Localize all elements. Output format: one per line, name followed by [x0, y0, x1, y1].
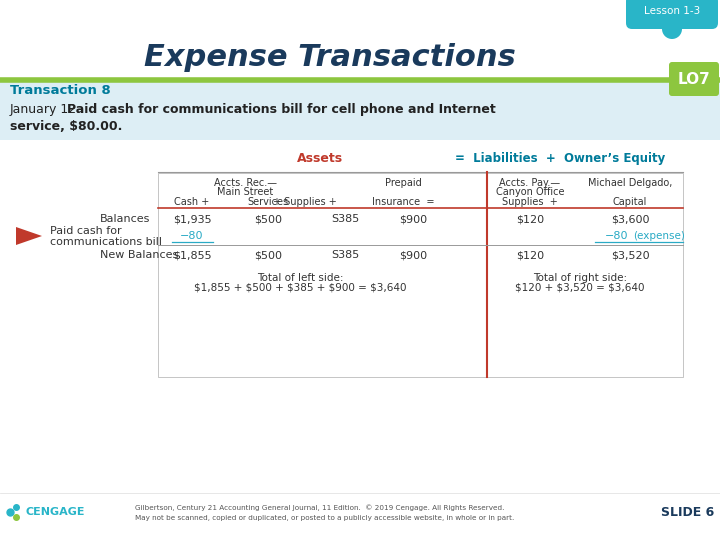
Text: LO7: LO7 — [678, 71, 711, 86]
Text: $120: $120 — [516, 250, 544, 260]
Text: Supplies  +: Supplies + — [502, 197, 558, 207]
Text: New Balances: New Balances — [100, 250, 179, 260]
Text: $3,520: $3,520 — [611, 250, 649, 260]
Text: $120 + $3,520 = $3,640: $120 + $3,520 = $3,640 — [516, 283, 644, 293]
Text: January 12.: January 12. — [10, 103, 85, 116]
Text: $120: $120 — [516, 214, 544, 224]
Text: Cash +: Cash + — [174, 197, 210, 207]
Text: + Supplies +: + Supplies + — [273, 197, 337, 207]
Text: communications bill: communications bill — [50, 237, 162, 247]
Text: S385: S385 — [331, 250, 359, 260]
Text: Balances: Balances — [100, 214, 150, 224]
Text: Main Street: Main Street — [217, 187, 273, 197]
Text: SLIDE 6: SLIDE 6 — [661, 505, 714, 518]
Text: $900: $900 — [399, 250, 427, 260]
Text: Assets: Assets — [297, 152, 343, 165]
Wedge shape — [662, 29, 682, 39]
Text: $500: $500 — [254, 214, 282, 224]
Text: Accts. Rec.—: Accts. Rec.— — [214, 178, 276, 188]
Text: Canyon Office: Canyon Office — [496, 187, 564, 197]
Bar — [158, 173, 683, 377]
Text: Total of left side:: Total of left side: — [257, 273, 343, 283]
Text: $3,600: $3,600 — [611, 214, 649, 224]
Text: Capital: Capital — [613, 197, 647, 207]
Text: $1,855: $1,855 — [173, 250, 211, 260]
Text: May not be scanned, copied or duplicated, or posted to a publicly accessible web: May not be scanned, copied or duplicated… — [135, 515, 514, 521]
Text: Expense Transactions: Expense Transactions — [144, 43, 516, 71]
Text: $1,935: $1,935 — [173, 214, 211, 224]
Text: Services: Services — [248, 197, 289, 207]
Text: Transaction 8: Transaction 8 — [10, 84, 111, 98]
Text: Paid cash for communications bill for cell phone and Internet: Paid cash for communications bill for ce… — [67, 103, 496, 116]
Text: S385: S385 — [331, 214, 359, 224]
FancyBboxPatch shape — [669, 62, 719, 96]
Text: Michael Delgado,: Michael Delgado, — [588, 178, 672, 188]
Text: $900: $900 — [399, 214, 427, 224]
Text: Total of right side:: Total of right side: — [533, 273, 627, 283]
Text: =  Liabilities  +  Owner’s Equity: = Liabilities + Owner’s Equity — [455, 152, 665, 165]
Text: CENGAGE: CENGAGE — [25, 507, 84, 517]
Text: −80: −80 — [606, 231, 629, 241]
Text: $1,855 + $500 + $385 + $900 = $3,640: $1,855 + $500 + $385 + $900 = $3,640 — [194, 283, 406, 293]
Bar — [0, 82, 720, 140]
FancyBboxPatch shape — [626, 0, 718, 29]
Text: −80: −80 — [180, 231, 204, 241]
Polygon shape — [16, 227, 42, 245]
Text: Paid cash for: Paid cash for — [50, 226, 122, 236]
Text: service, $80.00.: service, $80.00. — [10, 119, 122, 132]
Text: Accts. Pay.—: Accts. Pay.— — [500, 178, 561, 188]
Text: Insurance  =: Insurance = — [372, 197, 434, 207]
Text: $500: $500 — [254, 250, 282, 260]
Text: Lesson 1-3: Lesson 1-3 — [644, 6, 700, 16]
Text: (expense): (expense) — [633, 231, 685, 241]
Text: Gilbertson, Century 21 Accounting General Journal, 11 Edition.  © 2019 Cengage. : Gilbertson, Century 21 Accounting Genera… — [135, 505, 505, 511]
Text: Prepaid: Prepaid — [384, 178, 421, 188]
